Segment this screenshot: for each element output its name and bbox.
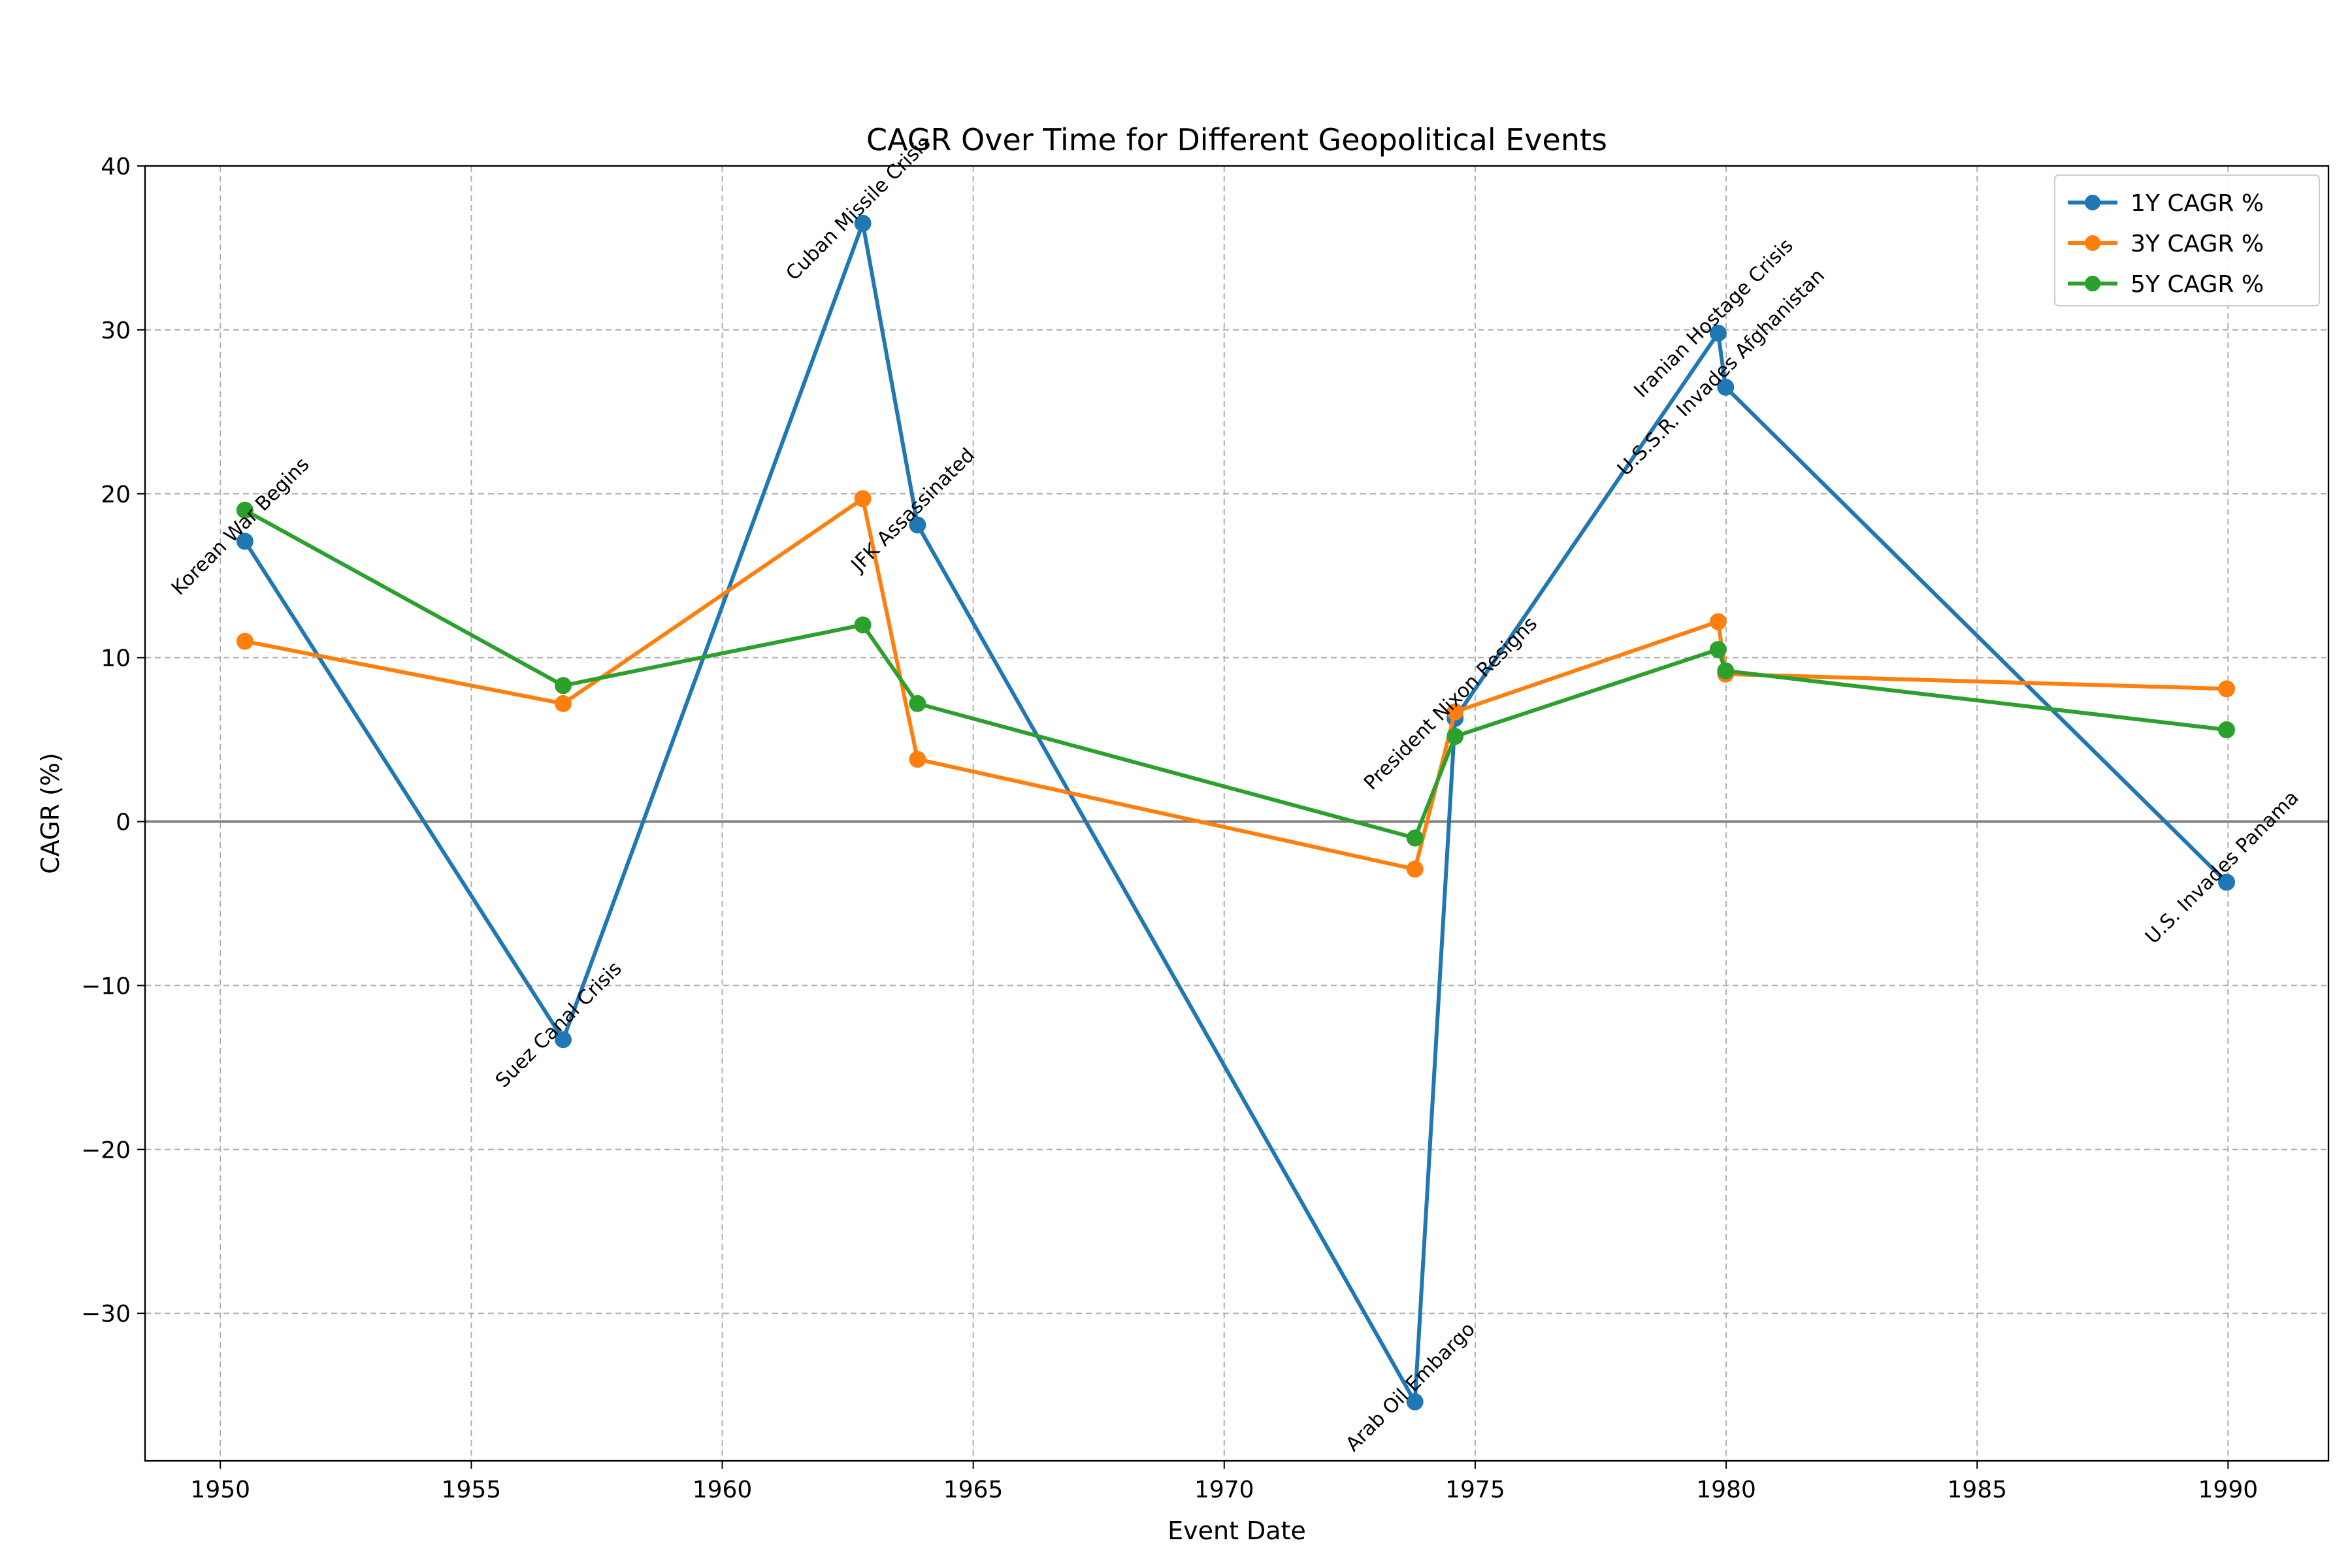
y-tick-label: 20	[101, 482, 131, 508]
data-point	[2218, 874, 2236, 891]
data-point	[1709, 324, 1727, 342]
data-point	[854, 490, 872, 508]
x-tick-label: 1985	[1947, 1477, 2007, 1503]
axis-ticks: 1950 1955 1960 1965 1970 1975 1980 1985 1990 −30 −…	[81, 154, 2258, 1503]
series-lines	[236, 214, 2236, 1411]
chart-title: CAGR Over Time for Different Geopolitica…	[866, 122, 1607, 157]
x-tick-label: 1975	[1445, 1477, 1505, 1503]
data-point	[1717, 662, 1735, 679]
data-point	[1717, 378, 1735, 396]
x-tick-label: 1955	[442, 1477, 502, 1503]
x-tick-label: 1990	[2198, 1477, 2259, 1503]
plot-frame	[144, 165, 2330, 1462]
legend-swatch-marker	[2085, 235, 2100, 251]
x-tick-label: 1960	[693, 1477, 753, 1503]
data-point	[236, 532, 253, 550]
data-point	[554, 677, 572, 694]
y-tick-label: 0	[116, 809, 131, 836]
data-point	[1446, 728, 1464, 745]
x-tick-label: 1970	[1194, 1477, 1254, 1503]
x-tick-label: 1965	[943, 1477, 1004, 1503]
series-3	[236, 501, 2236, 847]
legend-label: 5Y CAGR %	[2131, 271, 2264, 298]
data-point	[1406, 1393, 1424, 1411]
x-tick-label: 1980	[1696, 1477, 1756, 1503]
data-point	[2218, 721, 2236, 739]
legend-item: 5Y CAGR %	[2068, 271, 2264, 298]
y-axis-label: CAGR (%)	[36, 753, 65, 874]
data-point	[1406, 829, 1424, 847]
data-point	[854, 616, 872, 634]
series-1	[236, 214, 2236, 1411]
data-point	[909, 516, 926, 534]
legend-swatch-marker	[2085, 195, 2100, 210]
data-point	[1406, 860, 1424, 878]
legend-swatch-marker	[2085, 276, 2100, 291]
data-point	[554, 694, 572, 712]
y-tick-label: −10	[81, 973, 131, 1000]
legend-label: 3Y CAGR %	[2131, 231, 2264, 257]
data-point	[909, 694, 926, 712]
legend-item: 1Y CAGR %	[2068, 190, 2264, 217]
legend-item: 3Y CAGR %	[2068, 231, 2264, 257]
y-tick-label: −20	[81, 1137, 131, 1164]
data-point	[236, 501, 253, 519]
data-point	[909, 751, 926, 768]
data-point	[1709, 613, 1727, 630]
legend: 1Y CAGR % 3Y CAGR % 5Y CAGR %	[2054, 174, 2320, 306]
x-axis-label: Event Date	[1168, 1516, 1306, 1545]
legend-box	[2054, 174, 2320, 306]
data-point	[854, 214, 872, 232]
data-point	[554, 1031, 572, 1049]
data-point	[236, 632, 253, 650]
x-tick-label: 1950	[190, 1477, 250, 1503]
data-point	[1709, 641, 1727, 659]
y-tick-label: −30	[81, 1301, 131, 1328]
data-point	[2218, 680, 2236, 698]
y-tick-label: 30	[101, 318, 131, 344]
y-tick-label: 40	[101, 154, 131, 180]
data-point	[1446, 703, 1464, 721]
y-tick-label: 10	[101, 645, 131, 672]
legend-label: 1Y CAGR %	[2131, 190, 2264, 217]
